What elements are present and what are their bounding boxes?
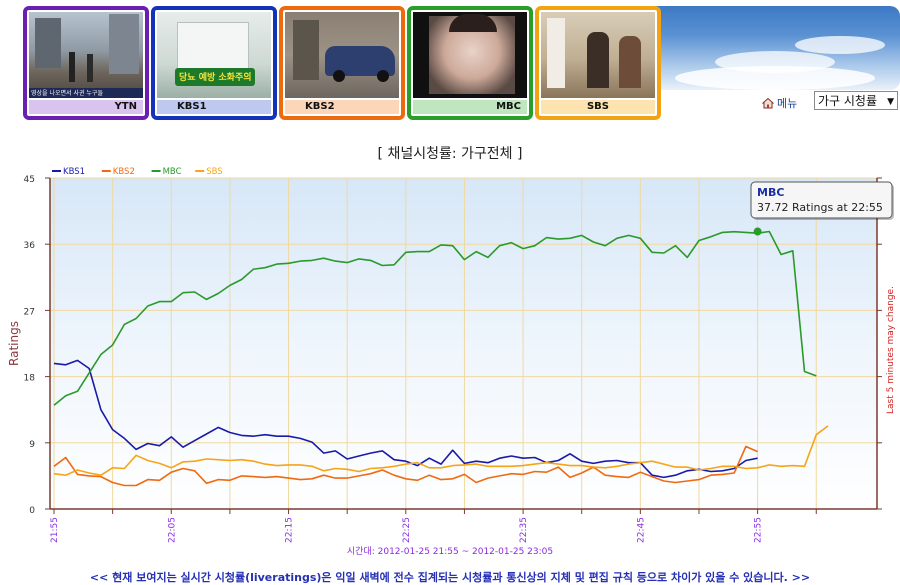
- channel-thumb-ytn[interactable]: 영상을 나오면서 사귄 누구들 YTN: [23, 6, 149, 120]
- x-tick-label: 22:45: [636, 517, 646, 543]
- recent-data-note: Last 5 minutes may change.: [886, 286, 896, 414]
- channel-header: 영상을 나오면서 사귄 누구들 YTN 당뇨 예방 소화주의 KBS1 KBS2…: [0, 0, 900, 122]
- kbs2-preview-image: [285, 12, 399, 98]
- chart-title: [ 채널시청률: 가구전체 ]: [378, 146, 523, 162]
- sky-banner: [655, 6, 900, 90]
- channel-thumb-kbs1[interactable]: 당뇨 예방 소화주의 KBS1: [151, 6, 277, 120]
- kbs1-caption: 당뇨 예방 소화주의: [179, 73, 252, 83]
- channel-thumb-sbs[interactable]: SBS: [535, 6, 661, 120]
- channel-label-ytn: YTN: [29, 100, 143, 114]
- channel-label-sbs: SBS: [541, 100, 655, 114]
- legend-item-mbc[interactable]: MBC: [163, 167, 182, 177]
- tooltip-point[interactable]: [753, 227, 762, 236]
- series-line-sbs: [53, 425, 829, 477]
- y-tick-label: 9: [29, 440, 35, 450]
- household-select[interactable]: 가구 시청률 ▼: [814, 91, 898, 110]
- menu-link[interactable]: 메뉴: [762, 95, 797, 111]
- series-line-kbs2: [53, 445, 758, 487]
- sbs-preview-image: [541, 12, 655, 98]
- legend-item-kbs2[interactable]: KBS2: [113, 167, 135, 177]
- x-tick-label: 22:05: [167, 517, 177, 543]
- x-tick-label: 21:55: [50, 517, 60, 543]
- y-axis-label: Ratings: [7, 321, 21, 366]
- x-tick-label: 22:15: [285, 517, 295, 543]
- series-line-mbc: [53, 230, 817, 406]
- channel-label-kbs2: KBS2: [285, 100, 399, 114]
- tooltip-box: [750, 181, 893, 219]
- kbs1-preview-image: 당뇨 예방 소화주의: [157, 12, 271, 98]
- ytn-preview-image: 영상을 나오면서 사귄 누구들: [29, 12, 143, 98]
- legend-item-kbs1[interactable]: KBS1: [63, 167, 85, 177]
- y-tick-label: 18: [24, 374, 36, 384]
- y-tick-label: 0: [29, 506, 35, 516]
- y-tick-label: 27: [24, 307, 35, 317]
- y-tick-label: 45: [24, 175, 35, 185]
- channel-label-kbs1: KBS1: [157, 100, 271, 114]
- household-select-value: 가구 시청률: [818, 94, 878, 108]
- chevron-down-icon: ▼: [887, 97, 894, 107]
- channel-label-mbc: MBC: [413, 100, 527, 114]
- ytn-caption: 영상을 나오면서 사귄 누구들: [31, 90, 103, 97]
- channel-thumb-mbc[interactable]: MBC: [407, 6, 533, 120]
- plot-background: [50, 178, 877, 509]
- home-icon: [762, 97, 774, 109]
- menu-label: 메뉴: [777, 97, 798, 110]
- mbc-preview-image: [413, 12, 527, 98]
- tooltip-value-text: 37.72 Ratings at 22:55: [757, 201, 883, 214]
- x-tick-label: 22:55: [754, 517, 764, 543]
- x-axis-label: 시간대: 2012-01-25 21:55 ~ 2012-01-25 23:05: [347, 546, 553, 557]
- tooltip-series-name: MBC: [757, 186, 784, 199]
- ratings-line-chart: 0 9 18 27 36 45 21:55 22:05 22:15 22:25 22:35 22:45…: [7, 146, 896, 557]
- y-tick-label: 36: [24, 241, 36, 251]
- footer-note: << 현재 보여지는 실시간 시청률(liveratings)은 익일 새벽에 …: [89, 571, 811, 584]
- channel-thumb-kbs2[interactable]: KBS2: [279, 6, 405, 120]
- x-tick-label: 22:25: [402, 517, 412, 543]
- x-tick-label: 22:35: [519, 517, 529, 543]
- legend-item-sbs[interactable]: SBS: [206, 167, 222, 177]
